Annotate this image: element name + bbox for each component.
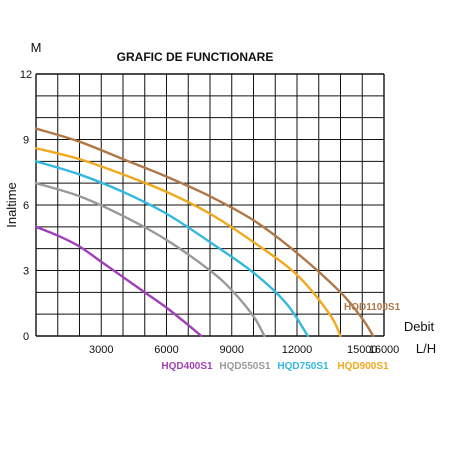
series-line-hqd900s1 [34, 147, 342, 338]
y-tick-label: 9 [23, 135, 29, 147]
series-line-hqd1100s1 [34, 127, 375, 338]
y-axis-label: Inaltime [4, 182, 19, 228]
curve-label-hqd1100s1: HQD1100S1 [344, 302, 401, 313]
chart-title: GRAFIC DE FUNCTIONARE [117, 50, 274, 64]
x-tick-label: 16000 [369, 344, 400, 356]
curves [34, 127, 375, 338]
y-tick-label: 6 [23, 200, 29, 212]
legend-item-hqd900s1: HQD900S1 [337, 361, 389, 372]
series-line-hqd750s1 [34, 160, 310, 338]
x-tick-label: 6000 [154, 344, 178, 356]
series-line-hqd400s1 [34, 225, 203, 338]
legend: HQD400S1 HQD550S1 HQD750S1 HQD900S1 [161, 361, 389, 372]
y-unit-label: M [31, 40, 42, 55]
series-line-hqd550s1 [34, 181, 266, 338]
x-tick-label: 3000 [89, 344, 113, 356]
x-tick-label: 12000 [282, 344, 313, 356]
x-unit-label: L/H [416, 341, 436, 356]
y-tick-label: 0 [23, 331, 29, 343]
legend-item-hqd400s1: HQD400S1 [161, 361, 213, 372]
grid [35, 73, 385, 337]
x-tick-label: 9000 [220, 344, 244, 356]
y-tick-label: 3 [23, 266, 29, 278]
y-tick-label: 12 [20, 69, 32, 81]
legend-item-hqd550s1: HQD550S1 [219, 361, 271, 372]
legend-item-hqd750s1: HQD750S1 [277, 361, 329, 372]
x-axis-label: Debit [404, 319, 435, 334]
x-tick-label: 15000 [347, 344, 378, 356]
